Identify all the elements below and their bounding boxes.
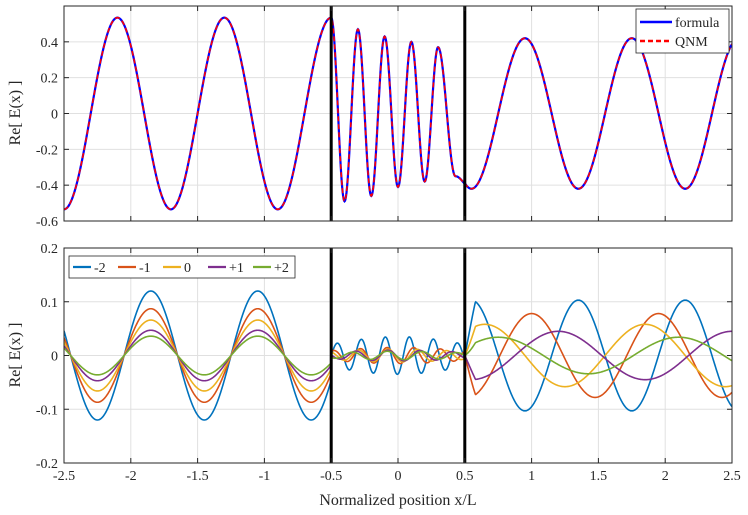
legend-formula-label: formula [675,16,720,31]
series-qnm-line [64,16,732,211]
bottom-interface-lines [329,248,467,463]
x-tick-label: 0.5 [456,469,474,484]
x-tick-label: 0 [395,469,402,484]
y-tick-label: 0.1 [41,296,59,311]
top-interface-lines [329,6,467,221]
bottom-y-ticks: -0.2 -0.1 0 0.1 0.2 [36,242,732,472]
y-tick-label: -0.2 [36,143,58,158]
y-tick-label: -0.1 [36,403,58,418]
x-tick-label: 2 [662,469,669,484]
y-tick-label: -0.4 [36,179,58,194]
top-legend-box [635,8,730,54]
legend-label-+2: +2 [274,261,289,276]
x-tick-label: 1 [528,469,535,484]
legend-label-0: 0 [184,261,191,276]
x-tick-label: -2 [125,469,137,484]
legend-label-+1: +1 [229,261,244,276]
x-tick-label: 1.5 [590,469,608,484]
y-tick-label: 0.2 [41,72,59,87]
y-tick-label: -0.6 [36,215,58,230]
legend-label--2: -2 [94,261,106,276]
x-axis-label: Normalized position x/L [319,492,476,509]
x-tick-label: -0.5 [320,469,342,484]
bottom-panel: -0.2 -0.1 0 0.1 0.2 -2.5 -2 -1.5 -1 -0.5 0 0.5 1 1.5… [7,242,741,509]
top-legend: formula QNM [635,8,730,54]
y-tick-label: 0 [51,350,58,365]
y-tick-label: 0.4 [41,36,59,51]
bottom-legend-box [68,255,296,279]
top-panel: -0.6 -0.4 -0.2 0 0.2 0.4 Re[ E(x) ] formula Q… [7,5,733,230]
legend-label--1: -1 [139,261,151,276]
top-y-ticks: -0.6 -0.4 -0.2 0 0.2 0.4 [36,36,732,230]
legend-qnm-label: QNM [675,35,708,50]
x-tick-label: -2.5 [53,469,75,484]
top-curves [64,16,732,211]
top-x-ticks [63,6,733,221]
bottom-x-ticks: -2.5 -2 -1.5 -1 -0.5 0 0.5 1 1.5 2 2.5 [53,248,741,484]
series-+2-line [64,335,732,376]
y-tick-label: -0.2 [36,457,58,472]
bottom-y-axis-label: Re[ E(x) ] [7,323,24,388]
x-tick-label: 2.5 [723,469,741,484]
x-tick-label: -1.5 [187,469,209,484]
y-tick-label: 0.2 [41,242,59,257]
top-y-axis-label: Re[ E(x) ] [7,81,24,146]
bottom-curves [64,290,732,421]
x-tick-label: -1 [259,469,271,484]
y-tick-label: 0 [51,108,58,123]
bottom-legend: -2 -1 0 +1 +2 [68,255,296,279]
